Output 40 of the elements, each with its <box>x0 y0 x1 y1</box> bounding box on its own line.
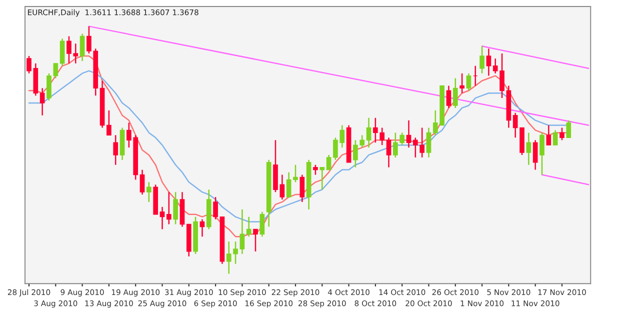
candlestick <box>486 48 492 76</box>
candlestick <box>40 88 45 116</box>
candlestick <box>160 206 165 230</box>
candlestick <box>300 174 305 203</box>
candlestick <box>452 78 458 109</box>
candlestick <box>280 174 285 200</box>
candlestick <box>426 127 432 158</box>
candlestick <box>313 164 318 176</box>
candlestick <box>386 137 392 168</box>
candlestick <box>166 191 172 225</box>
candlestick <box>173 191 178 225</box>
candlestick <box>200 218 205 238</box>
candlestick <box>293 164 298 183</box>
candlestick <box>532 139 538 170</box>
candlestick <box>80 33 85 62</box>
candlestick <box>466 72 472 92</box>
candlestick <box>253 228 258 252</box>
candlestick <box>540 132 544 176</box>
candlestick <box>113 134 118 166</box>
candlestick <box>406 120 412 148</box>
candlestick <box>446 85 452 109</box>
candlestick <box>320 166 325 190</box>
candlestick <box>552 130 558 146</box>
candlestick <box>140 169 145 196</box>
candlestick <box>460 72 464 94</box>
candlestick <box>546 124 552 146</box>
candlestick <box>213 196 218 220</box>
candlestick <box>326 154 332 170</box>
candlestick <box>366 117 372 148</box>
candlestick <box>146 182 152 203</box>
candlestick <box>286 172 292 198</box>
candlestick <box>260 211 265 238</box>
candlestick <box>106 110 112 136</box>
candlestick <box>480 45 484 74</box>
candlestick <box>240 208 245 255</box>
candlestick <box>60 38 65 67</box>
candlestick <box>566 120 572 138</box>
candlestick <box>560 127 564 141</box>
candlestick <box>526 132 532 166</box>
candlestick <box>246 216 252 238</box>
